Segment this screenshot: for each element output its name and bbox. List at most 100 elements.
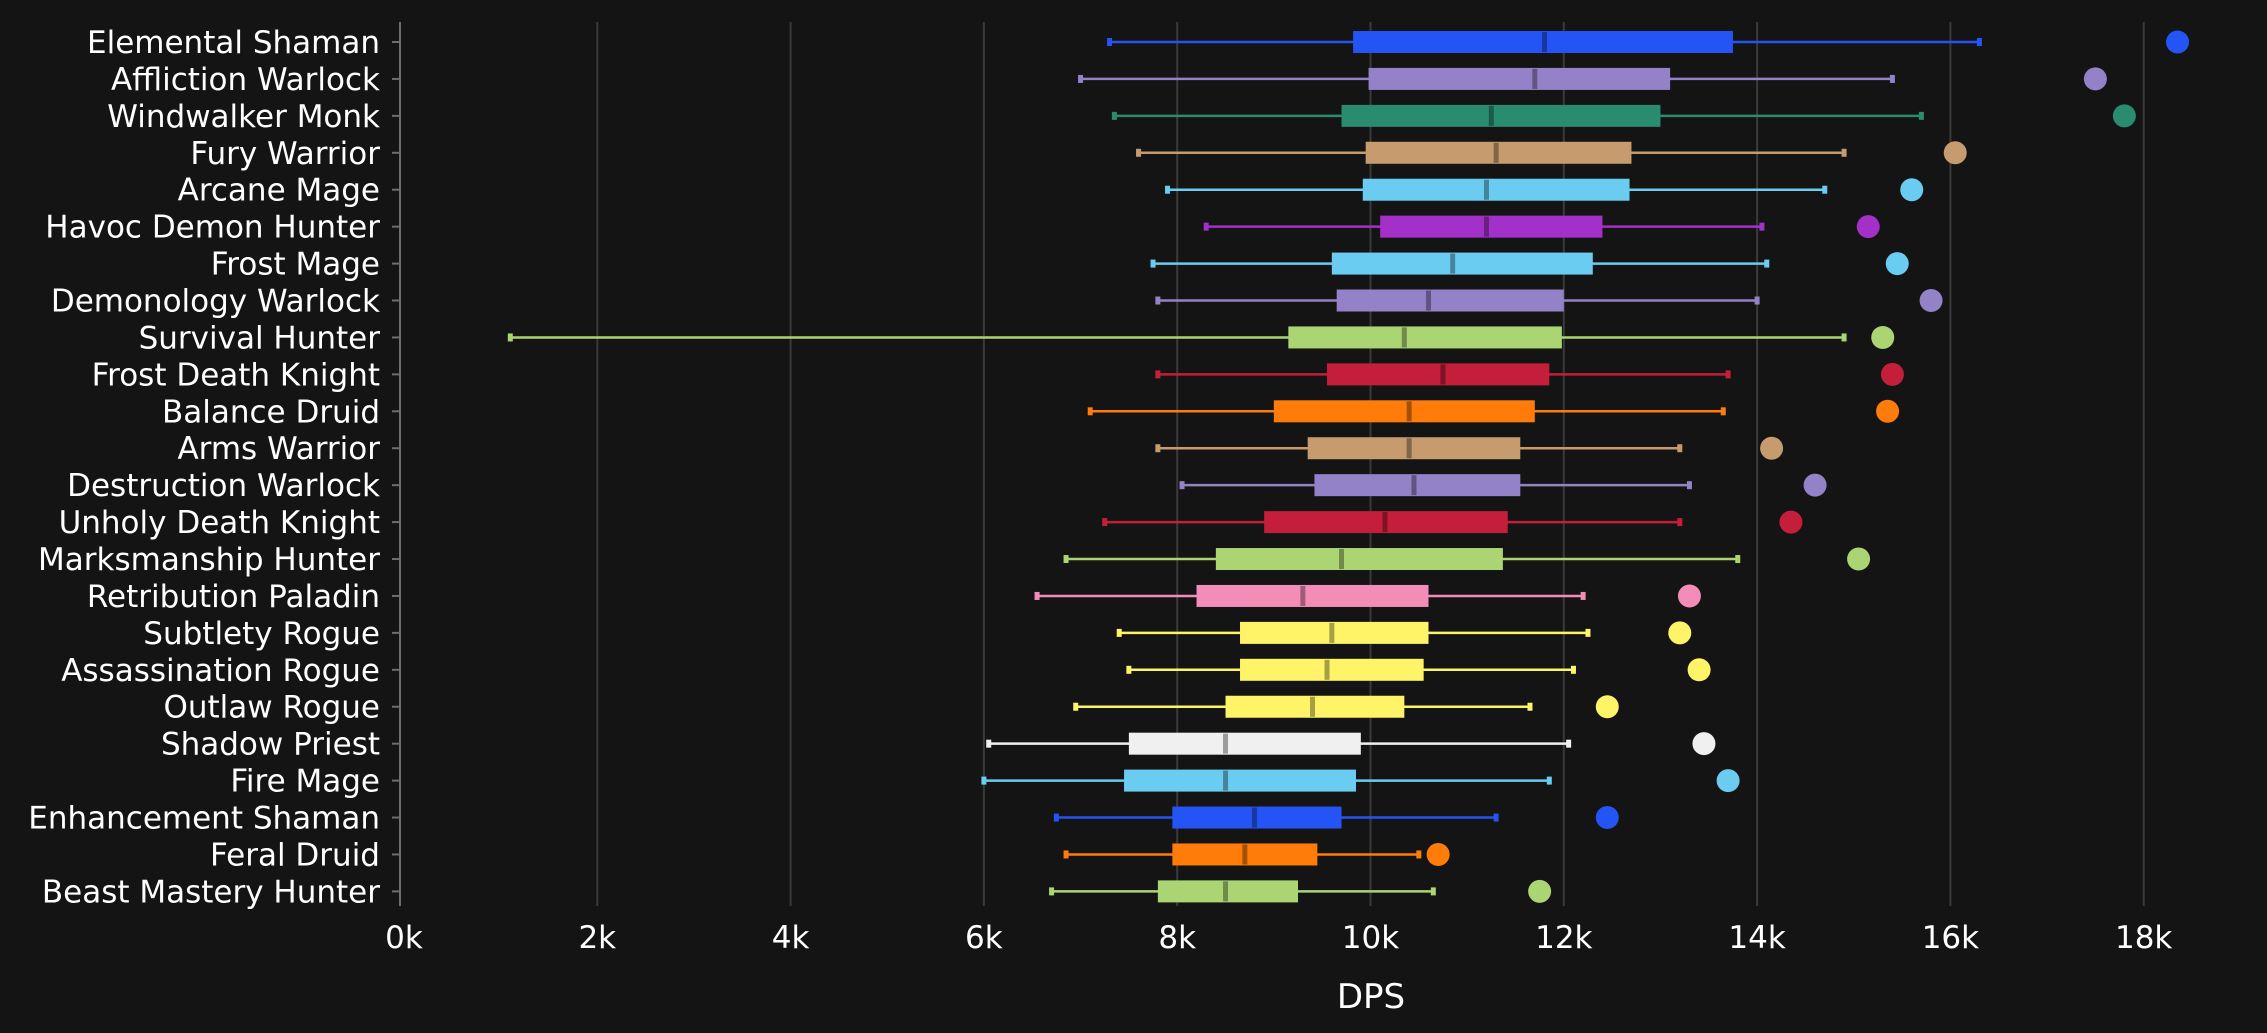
box-windwalker-monk xyxy=(1111,104,2136,128)
median-marker-frost-mage xyxy=(1450,253,1456,274)
max-point-outlaw-rogue xyxy=(1595,695,1619,719)
max-point-unholy-death-knight xyxy=(1779,510,1803,534)
whisker-max-cap-retribution-paladin xyxy=(1580,591,1586,600)
iqr-box-frost-mage xyxy=(1331,252,1593,275)
max-point-arms-warrior xyxy=(1760,436,1784,460)
whisker-max-cap-feral-druid xyxy=(1416,850,1422,859)
whisker-min-cap-demonology-warlock xyxy=(1155,296,1161,305)
whisker-max-cap-arcane-mage xyxy=(1822,185,1828,194)
box-feral-druid xyxy=(1063,842,1450,866)
median-marker-affliction-warlock xyxy=(1532,68,1538,89)
median-marker-shadow-priest xyxy=(1223,733,1229,754)
x-tick-label-2k: 2k xyxy=(578,920,616,956)
whisker-max-cap-demonology-warlock xyxy=(1754,296,1760,305)
iqr-box-destruction-warlock xyxy=(1314,474,1521,497)
box-unholy-death-knight xyxy=(1102,510,1803,534)
box-fury-warrior xyxy=(1136,141,1967,165)
max-point-feral-druid xyxy=(1426,842,1450,866)
box-subtlety-rogue xyxy=(1116,621,1692,645)
box-series xyxy=(507,30,2190,903)
box-shadow-priest xyxy=(986,732,1716,756)
whisker-min-cap-assassination-rogue xyxy=(1126,665,1132,674)
box-affliction-warlock xyxy=(1078,67,2107,91)
category-label-outlaw-rogue: Outlaw Rogue xyxy=(163,690,380,726)
category-label-fire-mage: Fire Mage xyxy=(230,764,380,800)
box-assassination-rogue xyxy=(1126,658,1711,682)
category-label-balance-druid: Balance Druid xyxy=(162,394,380,430)
whisker-max-cap-destruction-warlock xyxy=(1686,481,1692,490)
category-label-retribution-paladin: Retribution Paladin xyxy=(87,579,380,615)
median-marker-demonology-warlock xyxy=(1425,290,1431,311)
whisker-min-cap-outlaw-rogue xyxy=(1073,702,1079,711)
x-tick-label-4k: 4k xyxy=(772,920,810,956)
median-marker-windwalker-monk xyxy=(1488,105,1494,126)
box-havoc-demon-hunter xyxy=(1203,215,1880,239)
whisker-min-cap-affliction-warlock xyxy=(1078,74,1084,83)
max-point-subtlety-rogue xyxy=(1668,621,1692,645)
max-point-survival-hunter xyxy=(1871,325,1895,349)
median-marker-arms-warrior xyxy=(1406,438,1412,459)
median-marker-balance-druid xyxy=(1406,401,1412,422)
whisker-min-cap-arcane-mage xyxy=(1165,185,1171,194)
box-marksmanship-hunter xyxy=(1063,547,1871,571)
x-axis: 0k 2k 4k 6k 8k 10k 12k 14k 16k 18k xyxy=(385,920,2172,956)
iqr-box-affliction-warlock xyxy=(1368,67,1671,90)
whisker-min-cap-fire-mage xyxy=(981,776,987,785)
median-marker-marksmanship-hunter xyxy=(1339,549,1345,570)
whisker-max-cap-frost-mage xyxy=(1764,259,1770,268)
max-point-demonology-warlock xyxy=(1919,289,1943,313)
median-marker-subtlety-rogue xyxy=(1329,622,1335,643)
whisker-max-cap-unholy-death-knight xyxy=(1677,518,1683,527)
median-marker-outlaw-rogue xyxy=(1310,696,1316,717)
max-point-frost-mage xyxy=(1885,252,1909,276)
median-marker-fury-warrior xyxy=(1493,142,1499,163)
max-point-arcane-mage xyxy=(1900,178,1924,202)
whisker-min-cap-enhancement-shaman xyxy=(1053,813,1059,822)
max-point-elemental-shaman xyxy=(2166,30,2190,54)
whisker-min-cap-frost-mage xyxy=(1150,259,1156,268)
category-label-frost-mage: Frost Mage xyxy=(211,247,380,283)
box-demonology-warlock xyxy=(1155,289,1943,313)
median-marker-assassination-rogue xyxy=(1324,659,1330,680)
whisker-max-cap-balance-druid xyxy=(1720,407,1726,416)
iqr-box-havoc-demon-hunter xyxy=(1380,215,1603,238)
whisker-max-cap-outlaw-rogue xyxy=(1527,702,1533,711)
iqr-box-unholy-death-knight xyxy=(1264,511,1508,534)
box-balance-druid xyxy=(1087,399,1900,423)
category-label-marksmanship-hunter: Marksmanship Hunter xyxy=(38,542,380,578)
category-label-destruction-warlock: Destruction Warlock xyxy=(67,468,380,504)
whisker-max-cap-elemental-shaman xyxy=(1976,38,1982,46)
x-tick-label-12k: 12k xyxy=(1535,920,1592,956)
box-frost-mage xyxy=(1150,252,1909,276)
box-arcane-mage xyxy=(1165,178,1924,202)
whisker-min-cap-subtlety-rogue xyxy=(1116,628,1122,637)
whisker-max-cap-windwalker-monk xyxy=(1918,111,1924,120)
category-label-unholy-death-knight: Unholy Death Knight xyxy=(59,505,380,541)
iqr-box-enhancement-shaman xyxy=(1172,806,1342,829)
category-label-havoc-demon-hunter: Havoc Demon Hunter xyxy=(45,210,380,246)
iqr-box-marksmanship-hunter xyxy=(1215,548,1503,571)
max-point-havoc-demon-hunter xyxy=(1856,215,1880,239)
whisker-min-cap-survival-hunter xyxy=(507,333,513,342)
box-enhancement-shaman xyxy=(1053,806,1619,830)
median-marker-destruction-warlock xyxy=(1411,475,1417,496)
whisker-min-cap-frost-death-knight xyxy=(1155,370,1161,379)
whisker-min-cap-beast-mastery-hunter xyxy=(1049,887,1055,896)
median-marker-havoc-demon-hunter xyxy=(1483,216,1489,237)
iqr-box-fury-warrior xyxy=(1365,141,1632,164)
median-marker-unholy-death-knight xyxy=(1382,512,1388,533)
max-point-fury-warrior xyxy=(1943,141,1967,165)
category-label-assassination-rogue: Assassination Rogue xyxy=(61,653,380,689)
iqr-box-arms-warrior xyxy=(1307,437,1521,460)
iqr-box-arcane-mage xyxy=(1362,178,1630,201)
y-axis xyxy=(392,22,401,906)
iqr-box-frost-death-knight xyxy=(1327,363,1550,386)
x-tick-label-10k: 10k xyxy=(1342,920,1399,956)
whisker-min-cap-havoc-demon-hunter xyxy=(1203,222,1209,231)
median-marker-enhancement-shaman xyxy=(1252,807,1258,828)
box-destruction-warlock xyxy=(1179,473,1827,497)
category-label-arms-warrior: Arms Warrior xyxy=(177,431,380,467)
iqr-box-feral-druid xyxy=(1172,843,1318,866)
